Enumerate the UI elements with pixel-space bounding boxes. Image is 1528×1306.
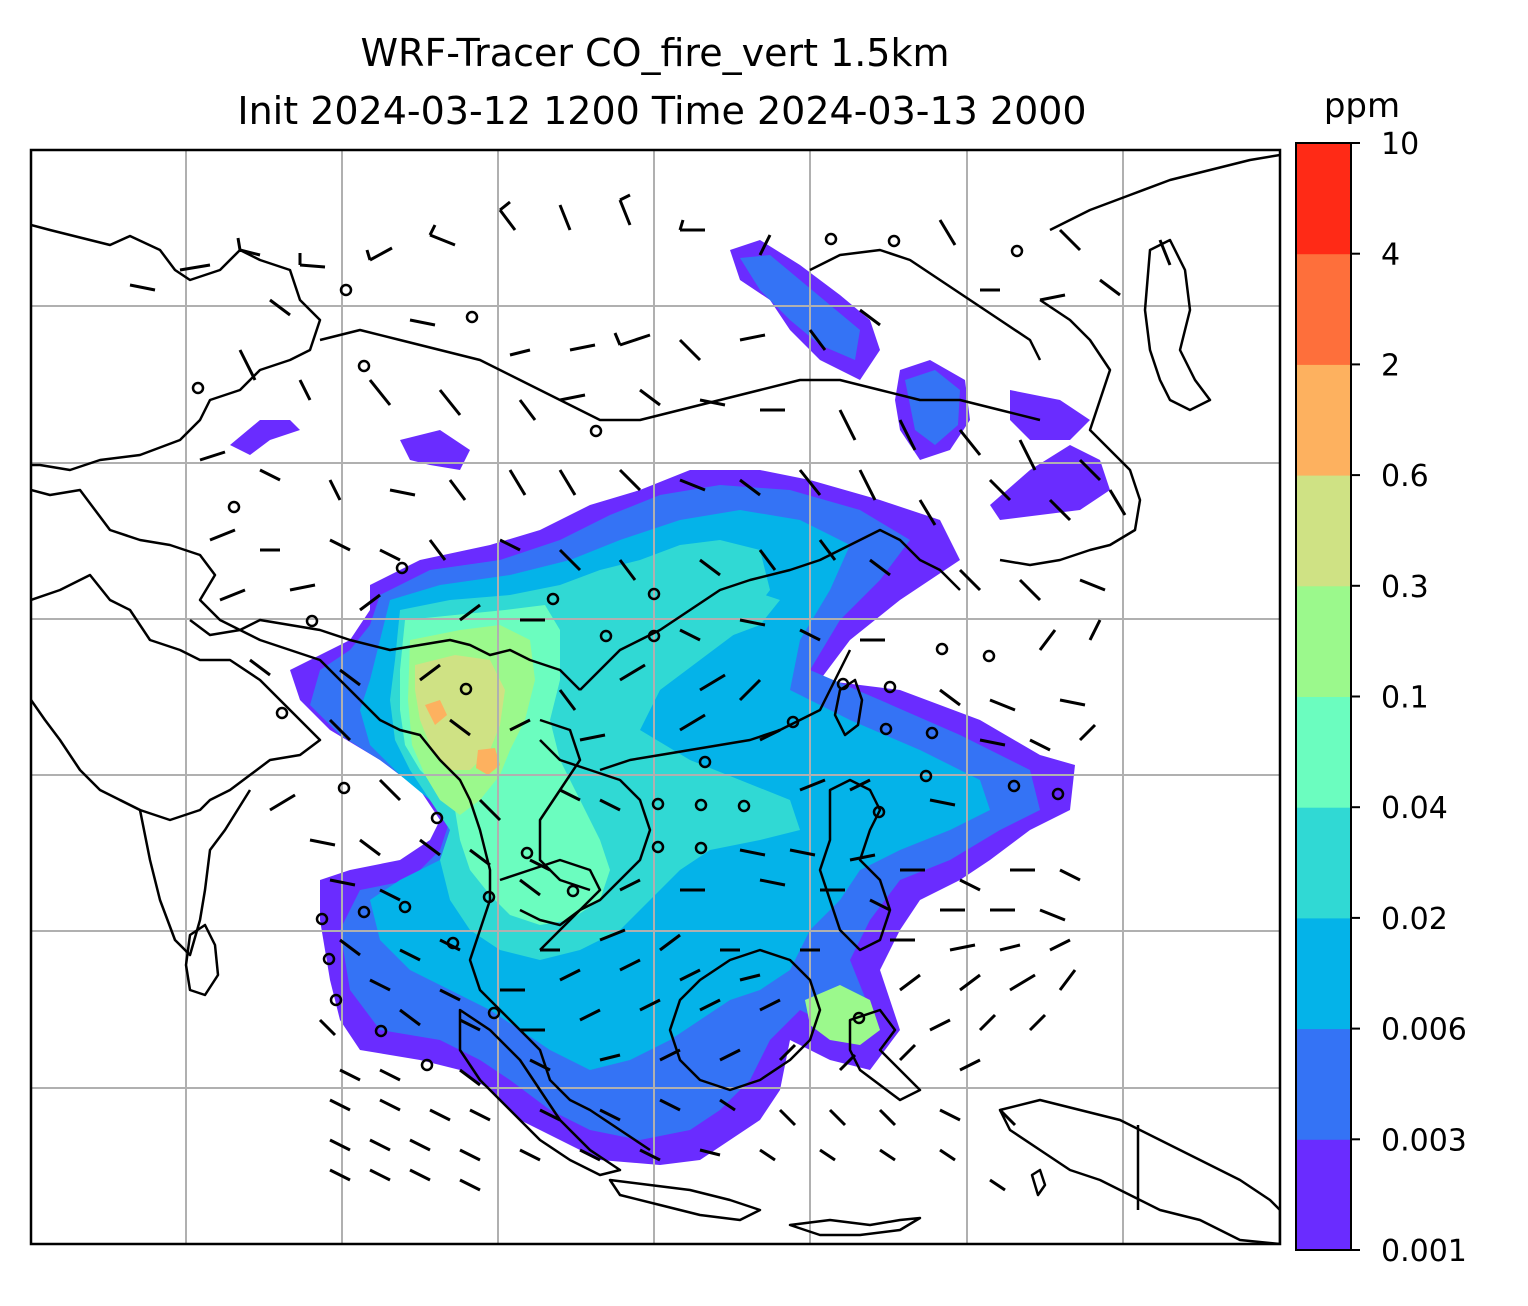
plume-main-level6 [415,655,505,770]
calm-wind-markers [191,232,1065,1072]
plume-hot-level7 [425,700,447,725]
colorbar-segment [1296,585,1351,697]
plume-sub-level5 [805,985,880,1045]
korea-japan [999,298,1142,567]
colorbar-segment [1296,143,1351,255]
colorbar-tick-label: 0.04 [1381,791,1448,826]
india-peninsula [119,789,252,957]
china-coast [579,528,961,691]
colorbar-segment [1296,1028,1351,1140]
colorbar-ticks: 0.001 0.003 0.006 0.02 0.04 0.1 0.3 0.6 2 4 10 [1351,127,1467,1269]
japan-islands [1143,238,1212,412]
plume-main-level7 [476,748,500,775]
colorbar-tick-label: 0.02 [1381,902,1448,937]
colorbar-unit-label: ppm [1324,86,1400,126]
west-border [31,488,361,701]
india-coastline [31,573,322,822]
plume-west-level0 [230,420,300,455]
map-panel [29,148,1282,1246]
colorbar-segment [1296,807,1351,919]
colorbar-tick-label: 0.006 [1381,1013,1467,1048]
colorbar-tick-label: 2 [1381,348,1400,383]
northern-border [809,248,1042,361]
tracer-concentration-field [230,240,1110,1165]
inner-border [538,718,591,892]
china-south-coast [599,649,852,772]
figure-title-line2: Init 2024-03-12 1200 Time 2024-03-13 200… [237,89,1086,133]
map-frame [29,148,1282,1246]
colorbar-segments [1296,143,1351,1251]
tibet-border [189,618,581,691]
plume-east-level0 [1010,390,1090,440]
sri-lanka [184,923,220,997]
small-island [1030,1168,1047,1197]
figure-title-line1: WRF-Tracer CO_fire_vert 1.5km [360,31,949,75]
colorbar-segment [1296,917,1351,1030]
sumatra [458,1008,622,1177]
colorbar-segment [1296,253,1351,365]
taiwan [833,678,864,737]
colorbar-tick-label: 0.001 [1381,1234,1467,1269]
borneo [668,948,822,1092]
plume-northeast-level1 [905,370,960,445]
timor [788,1216,922,1237]
colorbar-tick-label: 4 [1381,238,1400,273]
colorbar-segment [1296,1139,1351,1251]
mongolia-border [319,328,1041,422]
colorbar-tick-label: 0.1 [1381,681,1429,716]
sulawesi [848,1008,922,1102]
java [608,1178,762,1222]
wind-barbs [129,193,1172,1192]
colorbar-segment [1296,364,1351,476]
plume-sub-level3 [640,590,780,640]
colorbar: ppm 0.001 0.003 0.006 0.02 0.04 0.1 0.3 0.6 2 4 10 [1295,86,1467,1269]
colorbar-tick-label: 0.003 [1381,1123,1467,1158]
northwest-border [31,223,322,472]
indochina-border [359,699,651,1152]
plume-north-level1 [740,255,860,360]
plume-mid-level0 [400,430,470,470]
colorbar-tick-label: 0.3 [1381,570,1429,605]
colorbar-segment [1296,696,1351,808]
new-guinea [998,1098,1280,1244]
russia-coast [1049,153,1280,232]
colorbar-tick-label: 0.6 [1381,459,1429,494]
colorbar-tick-label: 10 [1381,127,1419,162]
colorbar-segment [1296,475,1351,587]
